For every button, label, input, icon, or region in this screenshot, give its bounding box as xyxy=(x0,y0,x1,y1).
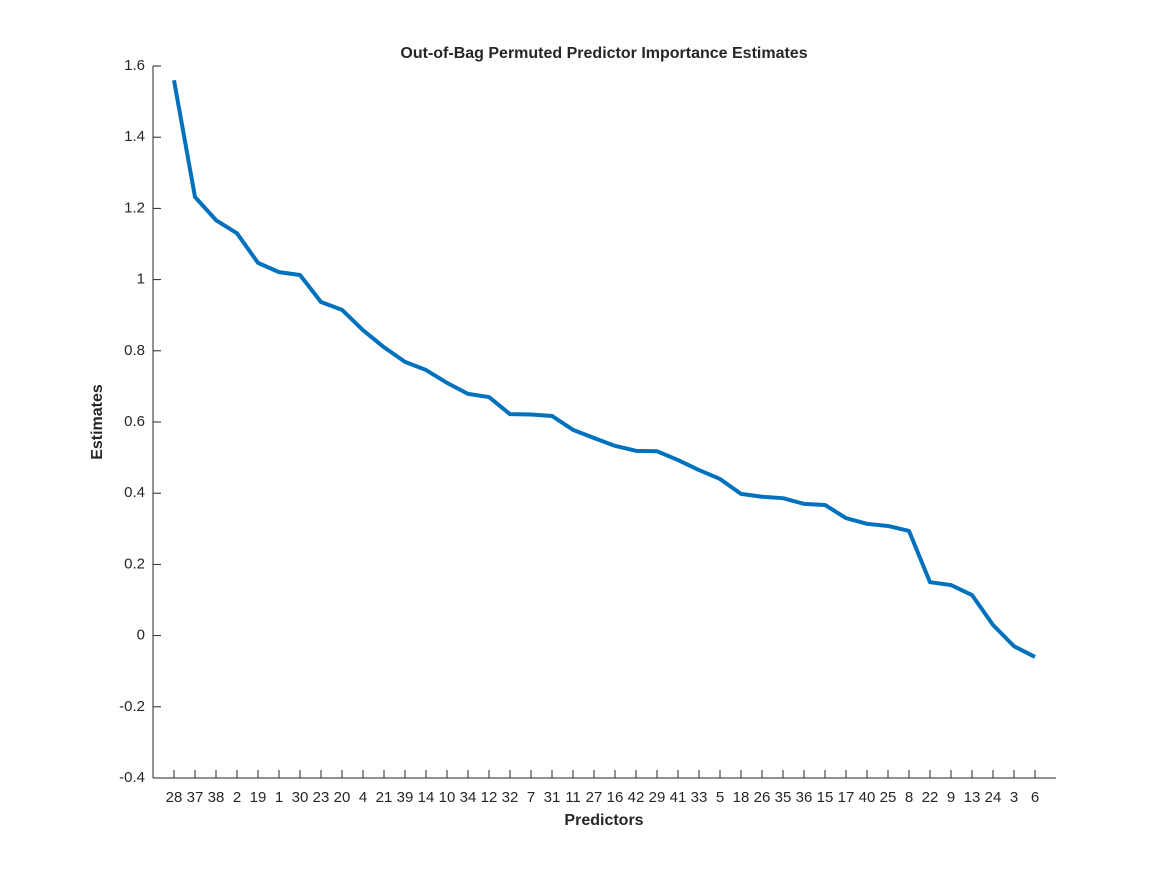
y-tick-label: 0 xyxy=(137,627,145,644)
x-tick-label: 7 xyxy=(527,789,535,806)
x-tick-label: 42 xyxy=(628,789,645,806)
x-tick-label: 15 xyxy=(817,789,834,806)
x-tick-label: 5 xyxy=(716,789,724,806)
x-tick-label: 17 xyxy=(838,789,855,806)
x-tick-label: 36 xyxy=(796,789,813,806)
x-tick-label: 18 xyxy=(733,789,750,806)
x-tick-label: 19 xyxy=(250,789,267,806)
x-tick-label: 16 xyxy=(607,789,624,806)
x-tick-label: 37 xyxy=(187,789,204,806)
x-tick-label: 22 xyxy=(922,789,939,806)
x-tick-label: 33 xyxy=(691,789,708,806)
x-tick-label: 27 xyxy=(586,789,603,806)
x-tick-label: 20 xyxy=(334,789,351,806)
x-tick-label: 13 xyxy=(964,789,981,806)
x-tick-label: 3 xyxy=(1010,789,1018,806)
x-tick-label: 25 xyxy=(880,789,897,806)
x-tick-label: 11 xyxy=(565,789,581,806)
y-tick-label: -0.4 xyxy=(119,769,145,786)
x-tick-label: 26 xyxy=(754,789,771,806)
x-tick-label: 21 xyxy=(376,789,393,806)
x-tick-label: 35 xyxy=(775,789,792,806)
x-tick-label: 38 xyxy=(208,789,225,806)
x-tick-label: 1 xyxy=(275,789,283,806)
x-tick-label: 4 xyxy=(359,789,367,806)
x-axis-label: Predictors xyxy=(564,812,643,829)
y-tick-label: 1.2 xyxy=(124,199,145,216)
x-tick-label: 31 xyxy=(544,789,561,806)
x-tick-label: 12 xyxy=(481,789,498,806)
y-tick-label: 1.6 xyxy=(124,57,145,74)
y-tick-label: 0.6 xyxy=(124,413,145,430)
y-tick-label: 0.4 xyxy=(124,484,145,501)
x-tick-label: 39 xyxy=(397,789,414,806)
x-tick-label: 30 xyxy=(292,789,309,806)
line-series xyxy=(172,79,1036,659)
x-tick-label: 8 xyxy=(905,789,913,806)
y-tick-label: 0.8 xyxy=(124,342,145,359)
x-tick-label: 24 xyxy=(985,789,1002,806)
y-tick-label: 0.2 xyxy=(124,555,145,572)
x-tick-label: 40 xyxy=(859,789,876,806)
x-tick-label: 2 xyxy=(233,789,241,806)
x-tick-label: 29 xyxy=(649,789,666,806)
x-tick-label: 41 xyxy=(670,789,687,806)
x-tick-label: 32 xyxy=(502,789,519,806)
y-tick-label: 1 xyxy=(137,271,145,288)
y-tick-label: 1.4 xyxy=(124,128,145,145)
chart-title: Out-of-Bag Permuted Predictor Importance… xyxy=(400,45,807,62)
y-tick-label: -0.2 xyxy=(119,698,145,715)
x-tick-label: 28 xyxy=(166,789,183,806)
x-tick-label: 14 xyxy=(418,789,435,806)
x-tick-label: 6 xyxy=(1031,789,1039,806)
x-tick-label: 23 xyxy=(313,789,330,806)
y-axis-label: Estimates xyxy=(89,384,106,460)
x-tick-label: 10 xyxy=(439,789,456,806)
x-tick-label: 9 xyxy=(947,789,955,806)
x-tick-label: 34 xyxy=(460,789,477,806)
